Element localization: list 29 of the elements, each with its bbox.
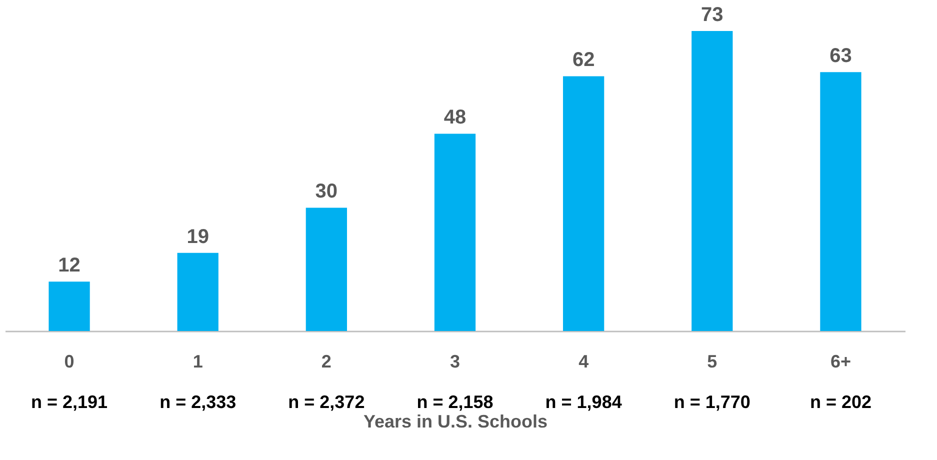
bar [563,76,604,331]
x-tick-label: 3 [450,352,460,372]
data-label: 19 [186,226,209,248]
x-tick-label: 5 [707,352,718,372]
x-tick-label: 2 [321,352,332,372]
bar [692,31,733,331]
bar [434,134,476,331]
text: n = 202 [810,392,872,412]
text: n = 2,191 [31,392,108,412]
bar [306,208,347,331]
data-label: 48 [444,106,466,129]
bar [820,72,862,331]
text: n = 1,984 [545,392,622,412]
bar [48,282,90,331]
text: n = 2,158 [416,392,494,412]
text: n = 2,372 [288,392,365,412]
bar [177,252,218,331]
text: n = 1,770 [674,392,750,412]
data-label: 30 [315,180,338,203]
data-label: 73 [701,4,724,26]
x-tick-label: 6+ [830,352,851,372]
x-axis-title: Years in U.S. Schools [363,412,548,432]
data-label: 63 [830,45,852,68]
text: n = 2,333 [160,392,236,412]
x-tick-label: 0 [64,352,74,372]
x-tick-label: 1 [192,352,203,372]
data-label: 62 [572,49,595,72]
data-label: 12 [58,254,80,277]
x-tick-label: 4 [578,352,589,372]
